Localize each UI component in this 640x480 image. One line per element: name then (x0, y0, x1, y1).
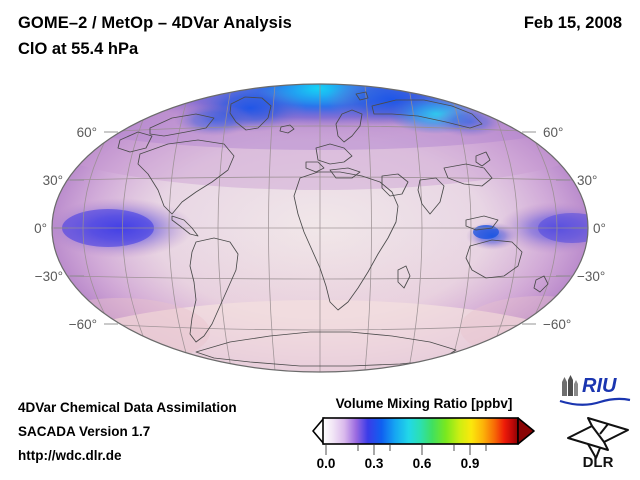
colorbar-title: Volume Mixing Ratio [ppbv] (335, 396, 513, 411)
lat-label-left-0: 0° (34, 221, 47, 236)
colorbar-svg: 0.0 0.3 0.6 0.9 (312, 417, 535, 471)
riu-label: RIU (582, 375, 617, 397)
dlr-logo: DLR (567, 417, 629, 470)
lat-label-right-60: 60° (543, 125, 563, 140)
footer-line-url[interactable]: http://wdc.dlr.de (18, 448, 122, 463)
lat-label-left-60: 60° (77, 125, 97, 140)
map-data-layer (52, 84, 588, 372)
colorbar-tick-label-1: 0.3 (365, 456, 384, 471)
lat-label-right-minus30: −30° (577, 269, 605, 284)
mollweide-map: 60° 30° 0° −30° −60° 60° 30° 0° −30° −60… (34, 83, 606, 373)
latitude-labels-right: 60° 30° 0° −30° −60° (522, 125, 606, 332)
lat-label-right-0: 0° (593, 221, 606, 236)
colorbar-tick-label-3: 0.9 (461, 456, 480, 471)
map-coastlines (117, 91, 549, 367)
colorbar-tick-label-0: 0.0 (317, 456, 336, 471)
date-label: Feb 15, 2008 (523, 14, 622, 32)
footer-line-version: SACADA Version 1.7 (18, 424, 151, 439)
riu-swoosh-icon (559, 397, 631, 406)
riu-tower-icon (562, 375, 578, 396)
colorbar-tick-label-2: 0.6 (413, 456, 432, 471)
lat-label-left-minus60: −60° (69, 317, 97, 332)
riu-logo: RIU (559, 375, 631, 406)
dlr-star-icon (567, 417, 629, 459)
lat-label-left-30: 30° (43, 173, 63, 188)
colorbar-gradient (322, 417, 519, 445)
map-outline (51, 83, 589, 373)
lat-label-right-minus60: −60° (543, 317, 571, 332)
dlr-label: DLR (583, 454, 614, 470)
latitude-labels-left: 60° 30° 0° −30° −60° (34, 125, 118, 332)
footer-line-assimilation: 4DVar Chemical Data Assimilation (18, 400, 237, 415)
page-subtitle: ClO at 55.4 hPa (18, 40, 139, 58)
lat-label-left-minus30: −30° (35, 269, 63, 284)
lat-label-right-30: 30° (577, 173, 597, 188)
map-graticule (52, 84, 588, 372)
map-panel: 60° 30° 0° −30° −60° 60° 30° 0° −30° −60… (0, 70, 640, 380)
colorbar-ticks (325, 445, 487, 455)
page-title: GOME–2 / MetOp – 4DVar Analysis (18, 14, 292, 32)
colorbar: Volume Mixing Ratio [ppbv] (306, 396, 542, 472)
